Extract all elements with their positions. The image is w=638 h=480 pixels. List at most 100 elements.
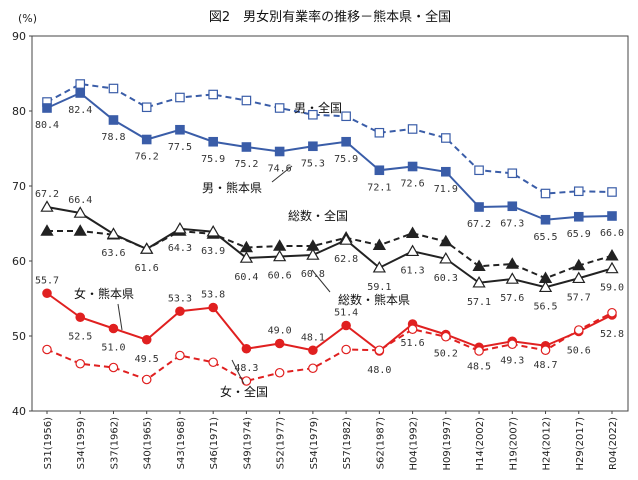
data-label: 60.3 (434, 273, 458, 284)
data-point-square (208, 89, 218, 100)
data-point-triangle (505, 272, 519, 284)
data-label: 72.6 (401, 179, 425, 190)
data-point-square (441, 133, 451, 143)
series-name-label: 女・熊本県 (74, 286, 134, 301)
data-point-triangle (572, 271, 586, 284)
data-label: 52.8 (600, 329, 624, 340)
data-point-circle (308, 345, 318, 356)
leader-line (231, 359, 245, 385)
y-tick-label: 80 (12, 105, 26, 118)
data-label: 63.6 (101, 248, 125, 259)
data-label: 78.8 (101, 132, 125, 143)
data-label: 59.0 (600, 283, 624, 294)
x-tick-label: S40(1965) (143, 417, 154, 469)
data-label: 80.4 (35, 120, 59, 131)
data-point-circle (308, 363, 318, 374)
data-label: 48.0 (367, 365, 391, 376)
data-point-square (75, 88, 86, 98)
data-point-triangle (106, 227, 121, 239)
data-label: 75.9 (201, 154, 225, 165)
y-axis-label: (%) (18, 12, 37, 25)
data-point-triangle (206, 224, 220, 237)
data-point-triangle (472, 275, 486, 288)
x-tick-label: S43(1968) (176, 417, 187, 469)
y-tick-label: 70 (12, 180, 26, 193)
x-tick-label: S49(1974) (242, 417, 253, 469)
series-name-label: 総数・熊本県 (338, 292, 410, 307)
data-label: 51.4 (334, 308, 358, 319)
data-point-circle (441, 331, 451, 342)
data-point-square (407, 124, 418, 134)
data-point-square (241, 142, 252, 152)
data-label: 57.7 (567, 292, 591, 303)
data-point-circle (141, 334, 152, 345)
data-point-triangle (472, 259, 486, 272)
x-tick-label: H14(2002) (475, 417, 486, 471)
series-name-label: 女・全国 (220, 384, 268, 399)
data-point-square (175, 124, 185, 135)
x-tick-label: S46(1971) (209, 417, 220, 469)
data-point-square (42, 103, 52, 113)
data-label: 52.5 (68, 331, 92, 342)
data-point-circle (42, 288, 52, 299)
data-point-square (607, 211, 617, 221)
data-label: 55.7 (35, 275, 59, 286)
data-point-circle (540, 345, 551, 356)
data-label: 49.3 (500, 355, 524, 366)
data-point-circle (208, 357, 218, 368)
data-point-square (308, 141, 318, 152)
data-point-square (474, 165, 484, 176)
data-point-square (507, 168, 518, 179)
data-label: 51.6 (401, 338, 425, 349)
data-label: 75.9 (334, 154, 358, 165)
data-point-circle (341, 320, 351, 331)
data-point-triangle (40, 224, 54, 236)
data-point-triangle (372, 238, 386, 251)
data-point-circle (274, 338, 285, 349)
series-line (46, 91, 613, 221)
data-label: 48.3 (234, 363, 258, 374)
data-label: 65.9 (567, 229, 591, 240)
data-point-square (241, 95, 252, 106)
data-point-circle (75, 358, 86, 369)
data-label: 65.5 (533, 232, 557, 243)
data-point-triangle (405, 226, 420, 239)
data-label: 59.1 (367, 282, 391, 293)
data-point-square (474, 202, 484, 212)
data-point-triangle (439, 251, 453, 264)
data-point-square (573, 211, 584, 222)
data-point-square (308, 109, 318, 120)
y-tick-label: 40 (12, 405, 26, 418)
series-line (47, 229, 613, 280)
data-label: 60.4 (234, 272, 258, 283)
data-label: 63.9 (201, 246, 225, 257)
series-line (46, 311, 613, 383)
data-label: 74.6 (268, 164, 292, 175)
leader-line (117, 303, 123, 331)
data-point-square (507, 201, 518, 212)
data-label: 76.2 (135, 152, 159, 163)
data-point-circle (241, 343, 252, 354)
data-point-square (141, 134, 152, 145)
data-point-triangle (140, 242, 154, 254)
data-label: 56.5 (533, 301, 557, 312)
data-point-triangle (538, 280, 553, 293)
data-point-triangle (73, 206, 87, 218)
data-point-square (540, 214, 551, 225)
data-label: 49.5 (135, 354, 159, 365)
data-point-square (341, 136, 351, 147)
data-point-square (540, 188, 551, 199)
data-point-circle (175, 306, 185, 317)
data-label: 75.2 (234, 159, 258, 170)
data-label: 64.3 (168, 243, 192, 254)
data-point-square (208, 136, 218, 147)
data-point-triangle (405, 244, 420, 257)
y-tick-label: 90 (12, 30, 26, 43)
data-point-triangle (273, 239, 287, 251)
data-point-triangle (73, 224, 87, 236)
data-label: 51.0 (101, 343, 125, 354)
leader-line (311, 269, 331, 293)
data-point-square (374, 127, 385, 138)
